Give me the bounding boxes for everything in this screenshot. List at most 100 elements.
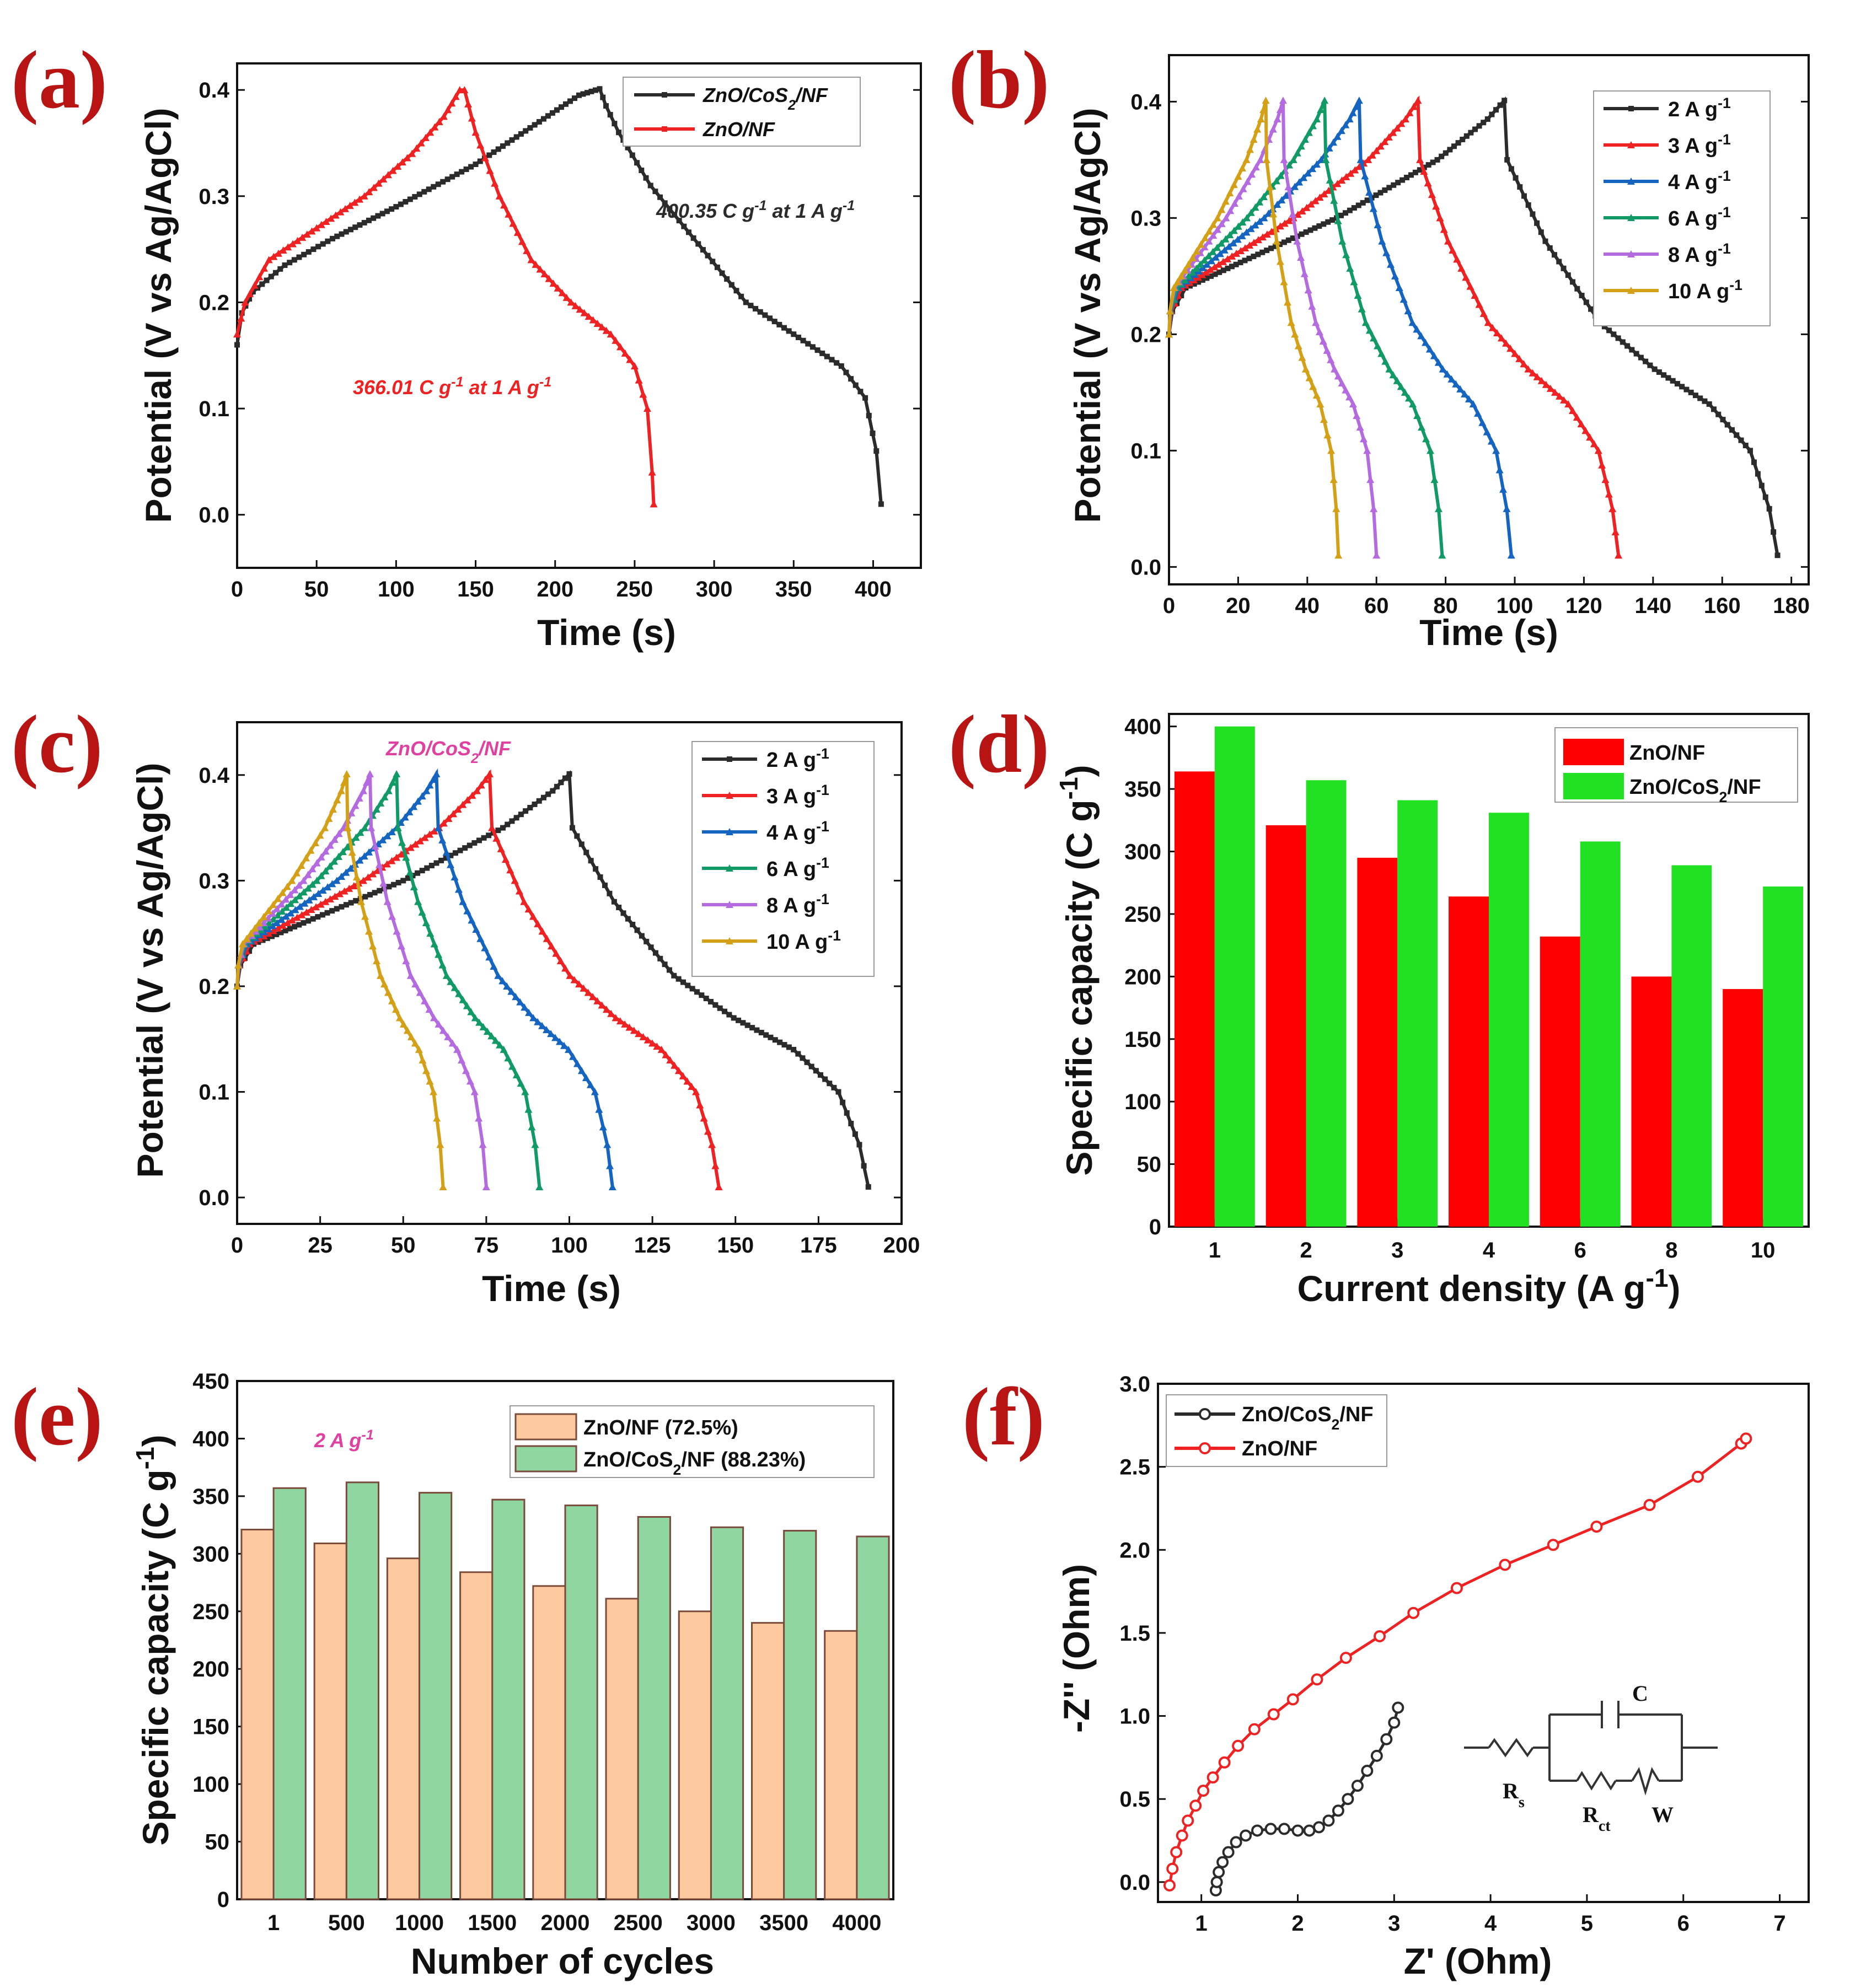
data-point xyxy=(1277,171,1285,179)
data-point xyxy=(492,834,501,842)
data-point xyxy=(304,884,312,892)
bar-e-1 xyxy=(637,1516,671,1900)
data-point xyxy=(431,184,437,190)
data-point xyxy=(1476,123,1482,129)
data-point xyxy=(1218,206,1226,213)
data-point xyxy=(459,169,465,175)
bar-d-1 xyxy=(1671,865,1712,1227)
data-point xyxy=(680,979,686,985)
data-point xyxy=(1313,115,1321,123)
data-point xyxy=(1285,237,1291,243)
data-point xyxy=(1286,1693,1299,1706)
data-point xyxy=(1547,245,1553,251)
data-point xyxy=(666,967,672,973)
series-line-a-0 xyxy=(235,87,883,504)
data-point xyxy=(397,850,405,858)
data-point xyxy=(635,1030,643,1038)
data-point xyxy=(497,845,505,852)
data-point xyxy=(714,264,720,270)
data-point xyxy=(1339,1652,1352,1664)
data-point xyxy=(616,130,622,136)
data-point xyxy=(1316,223,1322,229)
data-point xyxy=(1401,388,1409,396)
data-point xyxy=(472,925,480,933)
data-point xyxy=(238,940,246,948)
data-point xyxy=(1163,1879,1176,1892)
x-tick-label: 3 xyxy=(1388,1911,1400,1936)
data-point xyxy=(545,113,551,119)
label-w: W xyxy=(1651,1802,1674,1827)
bar-d-1 xyxy=(1489,813,1529,1227)
data-point xyxy=(1378,237,1386,245)
data-point xyxy=(1259,249,1265,255)
data-point xyxy=(305,249,312,255)
data-point xyxy=(1381,138,1389,146)
data-point xyxy=(319,886,327,894)
data-point xyxy=(529,912,537,920)
data-point xyxy=(1389,128,1397,136)
data-point xyxy=(375,213,381,219)
data-point xyxy=(505,140,511,146)
data-point xyxy=(410,873,416,879)
data-point xyxy=(283,883,291,890)
y-tick-label: 350 xyxy=(1124,777,1161,802)
data-point xyxy=(403,154,411,162)
data-point xyxy=(1184,260,1193,268)
data-point xyxy=(264,925,272,932)
data-point xyxy=(1188,254,1197,261)
data-point xyxy=(1588,306,1594,312)
legend-label: 8 A g-1 xyxy=(766,891,829,917)
x-tick-label: 40 xyxy=(1295,594,1320,618)
data-point xyxy=(814,347,821,353)
data-point xyxy=(1312,225,1318,231)
data-point xyxy=(1702,398,1708,404)
data-point xyxy=(1463,133,1470,139)
data-point xyxy=(509,818,515,824)
data-point xyxy=(1729,427,1735,433)
data-point xyxy=(1513,175,1519,181)
data-point xyxy=(740,1020,746,1026)
data-point xyxy=(237,314,245,322)
data-point xyxy=(1266,183,1274,191)
legend-marker xyxy=(726,901,733,908)
data-point xyxy=(540,116,546,122)
data-point xyxy=(405,875,411,881)
data-point xyxy=(630,1027,638,1034)
data-point xyxy=(1577,420,1585,428)
data-point xyxy=(667,206,673,212)
data-point xyxy=(1502,339,1510,347)
data-point xyxy=(467,1008,475,1016)
data-point xyxy=(1734,432,1740,438)
data-point xyxy=(517,1079,525,1087)
panel-label: (b) xyxy=(948,34,1049,126)
data-point xyxy=(1255,251,1261,257)
data-point xyxy=(287,900,295,907)
data-point xyxy=(388,912,396,920)
data-point xyxy=(647,182,653,189)
data-point xyxy=(712,1002,718,1008)
legend-label: 10 A g-1 xyxy=(766,927,841,954)
data-point xyxy=(1751,459,1757,465)
data-point xyxy=(402,957,410,964)
data-point xyxy=(398,201,404,207)
data-point xyxy=(436,1141,444,1148)
data-point xyxy=(1308,165,1316,173)
data-point xyxy=(1338,212,1344,218)
data-point xyxy=(1401,115,1409,123)
legend-marker xyxy=(727,756,732,762)
data-point xyxy=(1515,354,1524,362)
y-tick-label: 0.2 xyxy=(199,291,229,315)
data-point xyxy=(1307,227,1313,233)
series-line-b-1 xyxy=(1167,95,1621,556)
data-point xyxy=(1204,252,1213,260)
data-point xyxy=(458,1056,466,1064)
data-point xyxy=(1365,326,1374,334)
data-point xyxy=(1252,163,1260,171)
legend-marker xyxy=(726,828,733,835)
legend-label: 8 A g-1 xyxy=(1668,240,1731,267)
y-tick-label: 0.4 xyxy=(1130,90,1161,114)
data-point xyxy=(1293,237,1301,245)
data-point xyxy=(597,86,603,92)
data-point xyxy=(1629,347,1635,353)
data-point xyxy=(523,808,529,814)
